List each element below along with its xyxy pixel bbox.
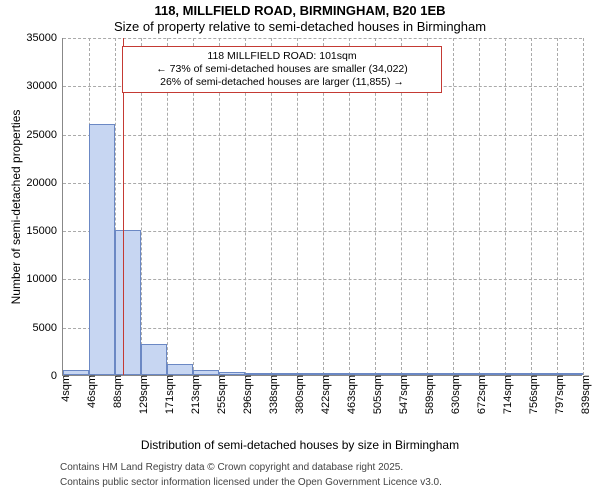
histogram-bar bbox=[63, 370, 89, 375]
histogram-bar bbox=[271, 373, 297, 375]
x-tick-label: 797sqm bbox=[548, 375, 566, 414]
x-tick-label: 630sqm bbox=[444, 375, 462, 414]
x-tick-label: 46sqm bbox=[80, 375, 98, 408]
x-tick-label: 338sqm bbox=[262, 375, 280, 414]
y-tick-label: 15000 bbox=[26, 225, 63, 237]
histogram-bar bbox=[557, 373, 583, 375]
x-tick-label: 672sqm bbox=[470, 375, 488, 414]
histogram-bar bbox=[115, 230, 141, 375]
gridline-v bbox=[479, 38, 481, 375]
x-tick-label: 422sqm bbox=[314, 375, 332, 414]
x-tick-label: 589sqm bbox=[418, 375, 436, 414]
x-tick-label: 547sqm bbox=[392, 375, 410, 414]
x-tick-label: 756sqm bbox=[522, 375, 540, 414]
chart-title-line2: Size of property relative to semi-detach… bbox=[0, 19, 600, 34]
histogram-bar bbox=[245, 373, 271, 375]
annotation-box: 118 MILLFIELD ROAD: 101sqm ← 73% of semi… bbox=[122, 46, 442, 93]
x-tick-label: 296sqm bbox=[236, 375, 254, 414]
x-tick-label: 129sqm bbox=[132, 375, 150, 414]
x-tick-label: 463sqm bbox=[340, 375, 358, 414]
chart: 118, MILLFIELD ROAD, BIRMINGHAM, B20 1EB… bbox=[0, 0, 600, 500]
histogram-bar bbox=[219, 372, 245, 375]
y-tick-label: 5000 bbox=[33, 322, 63, 334]
histogram-bar bbox=[141, 344, 167, 375]
chart-title-line1: 118, MILLFIELD ROAD, BIRMINGHAM, B20 1EB bbox=[0, 3, 600, 18]
histogram-bar bbox=[375, 373, 401, 375]
histogram-bar bbox=[193, 370, 219, 375]
histogram-bar bbox=[89, 124, 115, 375]
histogram-bar bbox=[453, 373, 479, 375]
x-tick-label: 88sqm bbox=[106, 375, 124, 408]
x-tick-label: 505sqm bbox=[366, 375, 384, 414]
histogram-bar bbox=[167, 364, 193, 375]
annotation-line2: ← 73% of semi-detached houses are smalle… bbox=[131, 63, 433, 76]
histogram-bar bbox=[401, 373, 427, 375]
annotation-line3: 26% of semi-detached houses are larger (… bbox=[131, 76, 433, 89]
y-tick-label: 10000 bbox=[26, 273, 63, 285]
y-tick-label: 20000 bbox=[26, 177, 63, 189]
histogram-bar bbox=[479, 373, 505, 375]
gridline-v bbox=[453, 38, 455, 375]
histogram-bar bbox=[505, 373, 531, 375]
x-axis-label: Distribution of semi-detached houses by … bbox=[0, 438, 600, 452]
x-tick-label: 380sqm bbox=[288, 375, 306, 414]
y-axis-label: Number of semi-detached properties bbox=[9, 110, 23, 305]
annotation-line1: 118 MILLFIELD ROAD: 101sqm bbox=[131, 50, 433, 63]
x-tick-label: 171sqm bbox=[158, 375, 176, 414]
histogram-bar bbox=[349, 373, 375, 375]
histogram-bar bbox=[297, 373, 323, 375]
histogram-bar bbox=[427, 373, 453, 375]
x-tick-label: 255sqm bbox=[210, 375, 228, 414]
x-tick-label: 4sqm bbox=[54, 375, 72, 402]
x-tick-label: 213sqm bbox=[184, 375, 202, 414]
x-tick-label: 839sqm bbox=[574, 375, 592, 414]
footer-line2: Contains public sector information licen… bbox=[60, 477, 442, 488]
x-tick-label: 714sqm bbox=[496, 375, 514, 414]
gridline-v bbox=[531, 38, 533, 375]
y-tick-label: 30000 bbox=[26, 80, 63, 92]
gridline-v bbox=[583, 38, 585, 375]
gridline-v bbox=[505, 38, 507, 375]
gridline-v bbox=[557, 38, 559, 375]
histogram-bar bbox=[531, 373, 557, 375]
y-tick-label: 25000 bbox=[26, 129, 63, 141]
footer-line1: Contains HM Land Registry data © Crown c… bbox=[60, 462, 403, 473]
y-tick-label: 35000 bbox=[26, 32, 63, 44]
histogram-bar bbox=[323, 373, 349, 375]
